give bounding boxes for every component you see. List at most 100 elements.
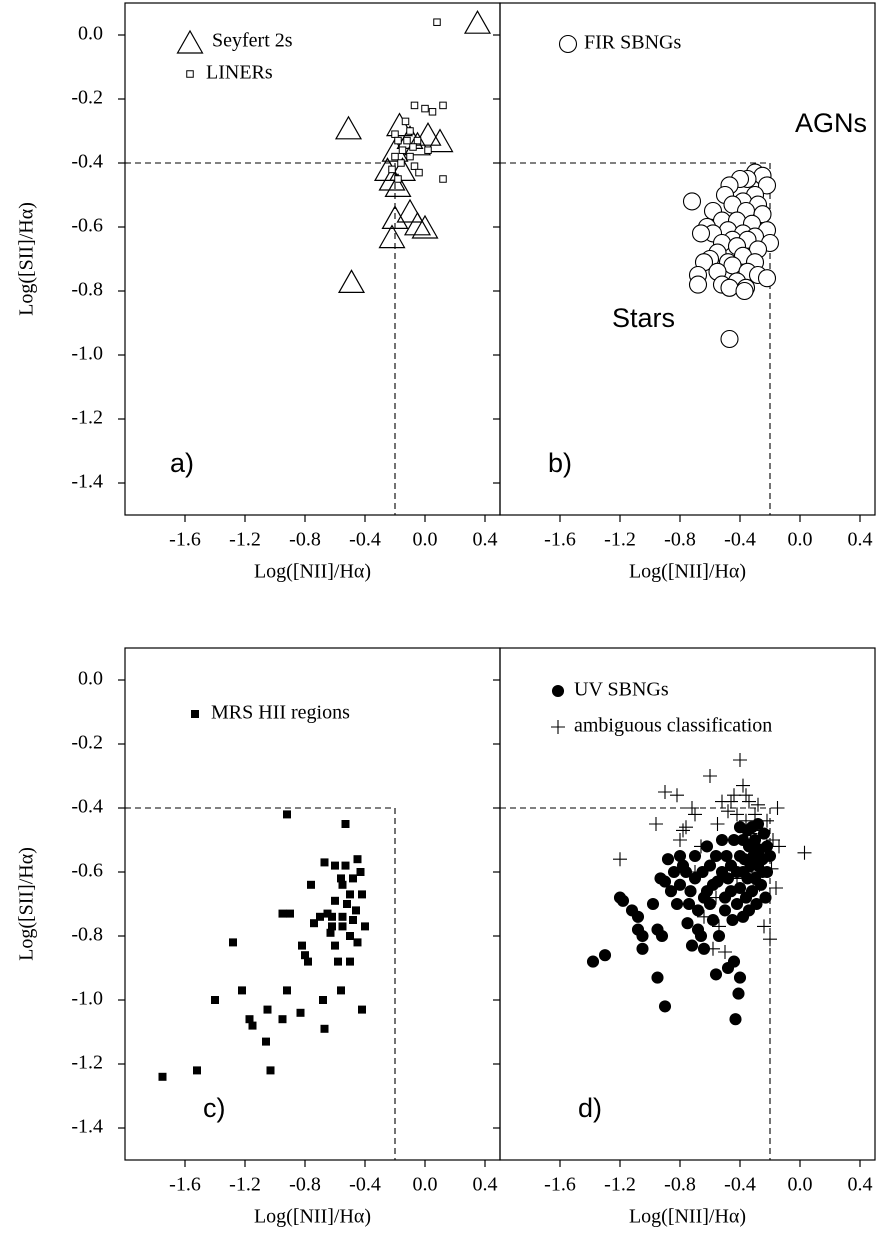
x-tick-label: -0.8 <box>289 529 321 551</box>
y-axis-label: Log([SII]/Hα) <box>16 847 38 961</box>
triangle-marker <box>334 115 363 140</box>
circle-marker <box>681 917 694 930</box>
x-tick-label: -1.2 <box>604 1174 636 1196</box>
circle-marker <box>682 192 702 211</box>
x-axis-label: Log([NII]/Hα) <box>629 561 746 583</box>
square-marker <box>361 922 369 931</box>
plus-marker <box>733 753 747 767</box>
plus-marker <box>706 941 720 956</box>
plot-frame <box>124 647 501 1161</box>
plus-marker <box>712 919 726 934</box>
x-tick-label: 0.0 <box>788 1174 813 1196</box>
y-tick-label: -0.6 <box>71 860 103 882</box>
circle-marker <box>667 865 681 879</box>
square-marker <box>421 104 429 113</box>
square-marker <box>283 810 291 819</box>
x-axis-label: Log([NII]/Hα) <box>254 561 371 583</box>
circle-marker <box>745 885 759 898</box>
circle-marker <box>751 817 765 831</box>
y-tick-label: 0.0 <box>78 23 103 45</box>
x-tick-label: -1.2 <box>229 1174 261 1196</box>
annotation: Stars <box>612 303 675 333</box>
x-tick-label: -1.6 <box>169 1174 201 1196</box>
square-marker <box>193 1066 201 1075</box>
square-marker <box>439 175 447 183</box>
x-tick-label: -1.6 <box>544 529 576 551</box>
square-marker <box>211 996 219 1004</box>
plus-marker <box>688 865 702 879</box>
plus-marker <box>694 839 708 854</box>
x-tick-label: -1.2 <box>604 529 636 551</box>
square-marker <box>238 986 246 995</box>
square-marker <box>394 175 402 183</box>
square-marker <box>415 168 423 177</box>
legend-label: ambiguous classification <box>574 715 772 737</box>
square-marker <box>337 986 345 995</box>
plus-marker <box>724 794 738 809</box>
square-marker <box>398 146 407 154</box>
circle-marker <box>748 833 762 847</box>
square-marker <box>356 868 365 876</box>
square-marker <box>349 916 357 924</box>
legend-marker <box>551 720 565 734</box>
square-marker <box>352 906 360 915</box>
plus-marker <box>730 807 744 822</box>
square-marker <box>286 909 294 918</box>
x-tick-label: 0.4 <box>848 529 873 551</box>
plus-marker <box>688 807 702 822</box>
legend-marker <box>551 684 565 698</box>
circle-marker <box>685 939 699 952</box>
square-marker <box>310 919 318 928</box>
triangle-marker <box>381 205 409 229</box>
plus-marker <box>764 861 779 876</box>
circle-marker <box>651 971 664 984</box>
plus-marker <box>718 945 732 959</box>
x-axis-label: Log([NII]/Hα) <box>254 1206 371 1228</box>
square-marker <box>320 1024 329 1033</box>
square-marker <box>428 108 437 116</box>
square-marker <box>283 986 291 995</box>
square-marker <box>403 136 411 145</box>
square-marker <box>158 1072 167 1081</box>
triangle-marker <box>426 128 454 153</box>
circle-marker <box>646 897 660 911</box>
circle-marker <box>729 1013 742 1026</box>
circle-marker <box>655 929 669 943</box>
triangle-marker <box>378 224 406 249</box>
x-tick-label: -0.4 <box>349 1174 381 1196</box>
circle-marker <box>750 897 763 911</box>
x-tick-label: -0.4 <box>349 529 381 551</box>
circle-marker <box>730 897 744 911</box>
circle-marker <box>688 275 708 294</box>
square-marker <box>331 941 339 950</box>
square-marker <box>341 820 350 828</box>
square-marker <box>424 146 432 154</box>
plus-marker <box>673 833 687 847</box>
circle-marker <box>673 878 687 891</box>
x-tick-label: 0.4 <box>473 529 498 551</box>
square-marker <box>346 932 354 940</box>
plus-marker <box>730 871 744 886</box>
circle-marker <box>733 971 747 984</box>
plus-marker <box>757 919 771 934</box>
circle-marker <box>682 897 696 911</box>
annotation: b) <box>548 448 572 478</box>
square-marker <box>388 165 396 174</box>
plus-marker <box>755 823 770 838</box>
square-marker <box>278 909 287 918</box>
square-marker <box>353 855 362 864</box>
x-tick-label: -0.4 <box>724 529 756 551</box>
triangle-marker <box>384 173 412 197</box>
legend-label: MRS HII regions <box>211 702 350 724</box>
plus-marker <box>751 797 765 812</box>
circle-marker <box>694 929 708 943</box>
x-tick-label: -0.4 <box>724 1174 756 1196</box>
plus-marker <box>748 807 762 822</box>
square-marker <box>304 957 312 966</box>
y-tick-label: -1.4 <box>71 471 103 493</box>
square-marker <box>319 996 327 1004</box>
annotation: AGNs <box>795 108 867 138</box>
plus-marker <box>769 881 783 895</box>
y-tick-label: -0.4 <box>71 151 103 173</box>
x-tick-label: -1.2 <box>229 529 261 551</box>
